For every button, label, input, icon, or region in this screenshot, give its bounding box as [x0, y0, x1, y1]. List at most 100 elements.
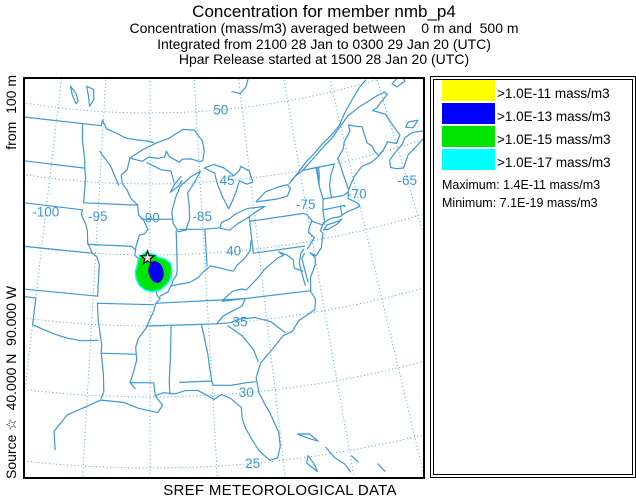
legend-swatch — [442, 149, 495, 170]
release-height-label: from 100 m — [3, 75, 19, 150]
map-outline — [179, 380, 213, 383]
map-outline — [316, 166, 320, 186]
map-outline — [212, 381, 256, 386]
map-outline — [290, 79, 367, 182]
map-outline — [337, 158, 349, 190]
legend-label: >1.0E-11 mass/m3 — [497, 86, 610, 101]
parallel-line — [25, 213, 423, 256]
legend-label: >1.0E-15 mass/m3 — [497, 132, 611, 147]
meridian-line — [283, 79, 355, 477]
meteorology-footer: SREF METEOROLOGICAL DATA — [163, 482, 397, 499]
map-outline — [86, 85, 95, 107]
graticule-labels: -100 -95 -90 -85 -75 -70 -65 50 45 40 35 30 25 — [32, 102, 417, 471]
meridian-line — [25, 79, 62, 394]
meridian-line — [82, 79, 107, 477]
legend-row: >1.0E-15 mass/m3 — [442, 126, 632, 147]
legend-swatch — [442, 80, 495, 101]
legend-row: >1.0E-11 mass/m3 — [442, 80, 632, 101]
header: Concentration for member nmb_p4 Concentr… — [14, 2, 634, 68]
map-outline — [377, 463, 386, 472]
legend-rows: >1.0E-11 mass/m3 >1.0E-13 mass/m3 >1.0E-15… — [434, 80, 632, 170]
map-outline — [248, 216, 305, 254]
latitude-label: 50 — [213, 102, 228, 117]
source-star-icon — [139, 249, 156, 266]
legend-label: >1.0E-13 mass/m3 — [497, 109, 611, 124]
page-title: Concentration for member nmb_p4 — [192, 2, 456, 21]
map-outline — [25, 288, 99, 297]
map-outline — [203, 163, 254, 210]
map-outline — [227, 325, 259, 363]
legend-label: >1.0E-17 mass/m3 — [497, 155, 611, 170]
map-outline — [171, 170, 202, 233]
longitude-label: -65 — [398, 173, 418, 188]
map-outline — [221, 251, 304, 302]
map-outline — [86, 243, 136, 250]
map-outline — [219, 205, 266, 231]
latitude-label: 40 — [226, 244, 241, 259]
longitude-label: -100 — [32, 205, 59, 220]
meridian-line — [238, 79, 286, 477]
map-outline — [336, 124, 380, 160]
header-release-line: Hpar Release started at 1500 28 Jan 20 (… — [178, 51, 470, 67]
map-outline — [298, 248, 306, 286]
map-outline — [231, 79, 249, 95]
map-outline — [87, 242, 101, 297]
source-location-label: Source ☆ 40.000 N 90.000 W — [3, 285, 19, 479]
concentration-map: -100 -95 -90 -85 -75 -70 -65 50 45 40 35 30 25 — [25, 79, 423, 477]
header-averaging-line: Concentration (mass/m3) averaged between… — [129, 20, 519, 36]
map-outline — [249, 212, 315, 250]
parallel-line — [25, 361, 423, 398]
map-outline — [339, 204, 346, 208]
map-outline — [168, 325, 172, 395]
map-outline — [129, 382, 156, 395]
meridian-line — [329, 79, 423, 474]
map-outline — [145, 323, 218, 327]
left-axis-labels: Source ☆ 40.000 N 90.000 W from 100 m — [3, 75, 20, 479]
map-outline — [25, 160, 86, 169]
map-outline — [169, 175, 183, 193]
map-outline — [322, 205, 343, 216]
map-outline — [25, 295, 99, 342]
longitude-label: -90 — [140, 211, 160, 226]
map-outline — [83, 202, 139, 206]
legend-swatch — [442, 126, 495, 147]
map-outline — [328, 163, 335, 199]
longitude-label: -70 — [347, 186, 367, 201]
minimum-value: Minimum: 7.1E-19 mass/m3 — [442, 196, 598, 210]
parallel-line — [25, 138, 423, 185]
plume-core — [148, 261, 164, 283]
map-outline — [69, 85, 79, 105]
map-outline — [296, 433, 319, 442]
legend-row: >1.0E-13 mass/m3 — [442, 103, 632, 124]
meridian-line — [376, 79, 423, 235]
header-integration-line: Integrated from 2100 28 Jan to 0300 29 J… — [157, 35, 491, 52]
map-outline — [204, 228, 208, 267]
map-panel: -100 -95 -90 -85 -75 -70 -65 50 45 40 35 30 25 — [23, 77, 425, 479]
map-outline — [200, 324, 214, 386]
map-outline — [170, 229, 178, 287]
map-outline — [25, 202, 89, 244]
map-outline — [96, 302, 154, 306]
map-outline — [216, 298, 286, 334]
map-outline — [100, 352, 137, 355]
map-outline — [391, 79, 406, 88]
parallel-line — [25, 434, 423, 469]
maximum-value: Maximum: 1.4E-11 mass/m3 — [442, 178, 601, 192]
latitude-label: 35 — [232, 315, 247, 330]
map-outline — [146, 162, 175, 183]
legend-row: >1.0E-17 mass/m3 — [442, 149, 632, 170]
map-outline — [325, 446, 351, 473]
longitude-label: -95 — [88, 209, 108, 224]
map-outline — [405, 119, 419, 129]
map-outline — [389, 130, 423, 170]
map-outline — [179, 227, 220, 231]
map-outline — [159, 240, 252, 297]
map-outline — [322, 218, 343, 231]
latitude-label: 25 — [245, 456, 260, 471]
graticule-grid — [25, 79, 423, 477]
map-outline — [306, 455, 318, 473]
geography-outlines — [25, 79, 423, 473]
legend-panel: >1.0E-11 mass/m3 >1.0E-13 mass/m3 >1.0E-15… — [430, 76, 636, 478]
map-outline — [301, 253, 309, 283]
